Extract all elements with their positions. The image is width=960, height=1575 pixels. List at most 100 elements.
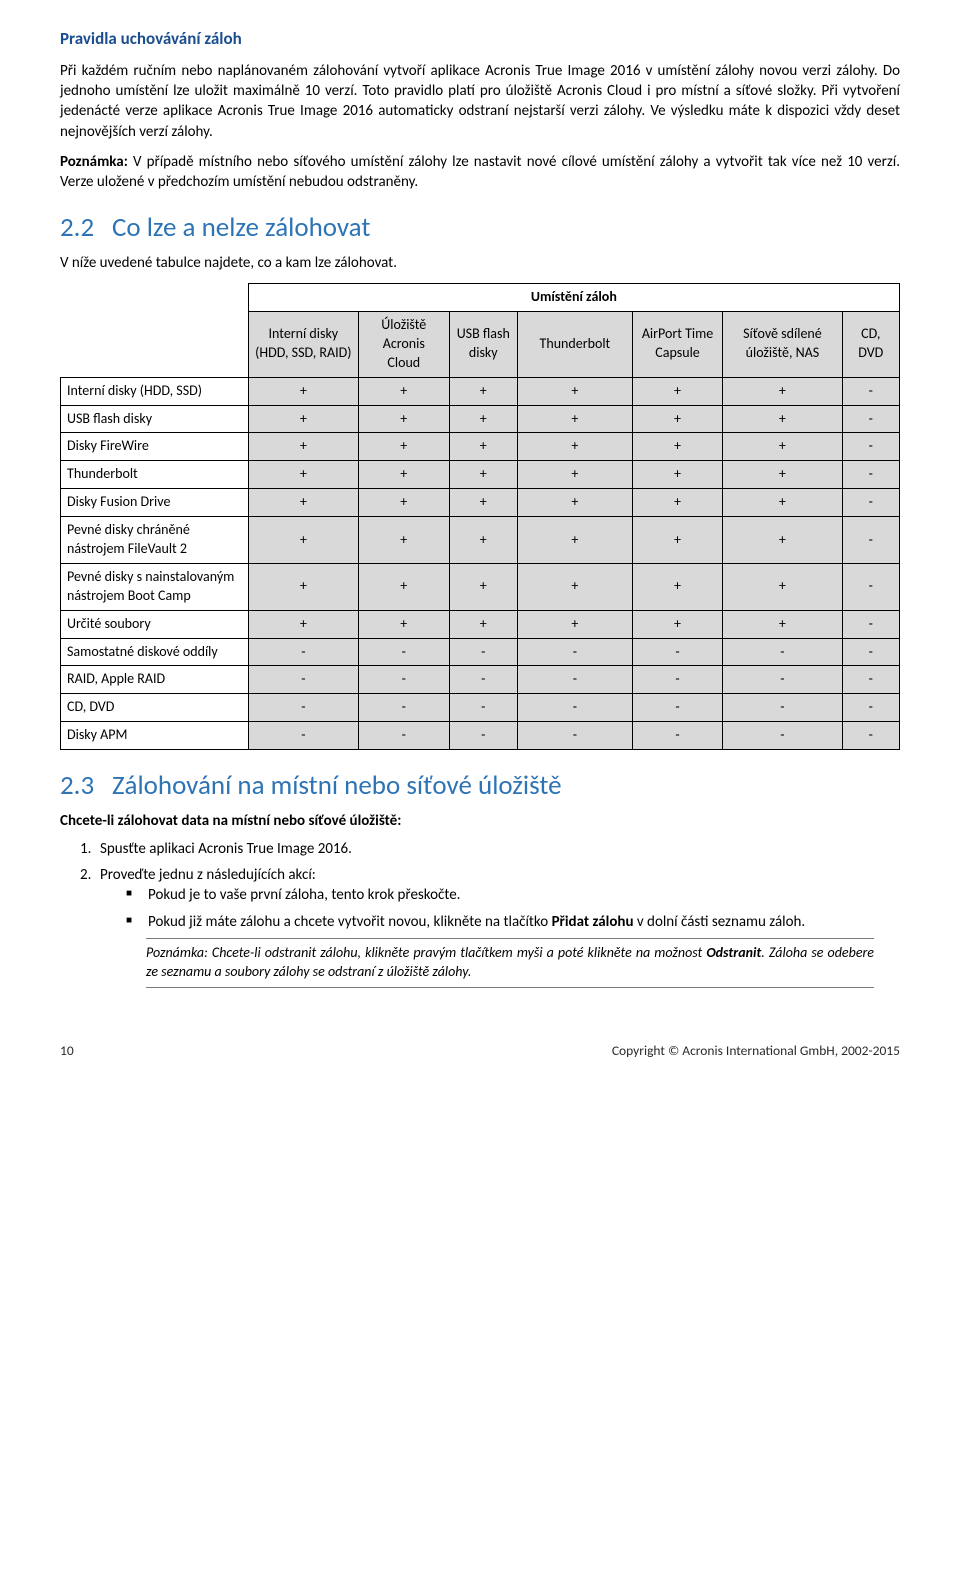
table-cell: +	[359, 489, 450, 517]
step-2-text: Proveďte jednu z následujících akcí:	[100, 866, 316, 884]
row-label: Pevné disky s nainstalovaným nástrojem B…	[61, 563, 249, 610]
table-cell: +	[359, 610, 450, 638]
table-cell: +	[723, 610, 842, 638]
backup-matrix-table: Umístění záloh Interní disky (HDD, SSD, …	[60, 283, 900, 750]
table-cell: +	[449, 489, 517, 517]
step-1-marker: 1.	[80, 839, 91, 859]
row-label: Disky APM	[61, 722, 249, 750]
table-cell: +	[723, 517, 842, 564]
col-header: CD, DVD	[842, 312, 899, 378]
table-cell: +	[449, 405, 517, 433]
table-row: Interní disky (HDD, SSD)++++++-	[61, 377, 900, 405]
bullet-1: Pokud je to vaše první záloha, tento kro…	[126, 885, 900, 905]
row-label: Thunderbolt	[61, 461, 249, 489]
delete-note-a: Poznámka: Chcete-li odstranit zálohu, kl…	[146, 944, 706, 961]
table-row: Disky APM-------	[61, 722, 900, 750]
table-cell: -	[632, 694, 723, 722]
table-cell: -	[517, 694, 632, 722]
table-cell: +	[723, 461, 842, 489]
col-header: Thunderbolt	[517, 312, 632, 378]
col-header: Interní disky (HDD, SSD, RAID)	[248, 312, 358, 378]
table-row: Disky Fusion Drive++++++-	[61, 489, 900, 517]
table-cell: -	[449, 666, 517, 694]
table-row: Samostatné diskové oddíly-------	[61, 638, 900, 666]
table-row: CD, DVD-------	[61, 694, 900, 722]
table-row: RAID, Apple RAID-------	[61, 666, 900, 694]
rules-note-label: Poznámka:	[60, 153, 128, 171]
table-cell: -	[359, 638, 450, 666]
table-cell: -	[842, 563, 899, 610]
table-cell: -	[842, 610, 899, 638]
table-cell: +	[359, 517, 450, 564]
row-label: Pevné disky chráněné nástrojem FileVault…	[61, 517, 249, 564]
table-cell: +	[359, 461, 450, 489]
table-cell: +	[248, 517, 358, 564]
table-row: Pevné disky chráněné nástrojem FileVault…	[61, 517, 900, 564]
table-cell: -	[632, 666, 723, 694]
section-2-2-num: 2.2	[60, 210, 112, 246]
step-1-text: Spusťte aplikaci Acronis True Image 2016…	[100, 840, 352, 858]
table-cell: +	[248, 610, 358, 638]
table-cell: -	[449, 638, 517, 666]
table-cell: +	[723, 489, 842, 517]
table-cell: -	[632, 722, 723, 750]
table-cell: +	[449, 517, 517, 564]
section-2-3-heading: 2.3Zálohování na místní nebo síťové úlož…	[60, 768, 900, 804]
table-cell: +	[517, 461, 632, 489]
steps-list: 1. Spusťte aplikaci Acronis True Image 2…	[60, 839, 900, 988]
table-cell: -	[723, 722, 842, 750]
table-cell: +	[723, 377, 842, 405]
table-cell: +	[517, 563, 632, 610]
table-cell: -	[723, 694, 842, 722]
table-cell: -	[517, 666, 632, 694]
table-cell: +	[449, 433, 517, 461]
table-cell: -	[842, 638, 899, 666]
section-2-3-lead: Chcete-li zálohovat data na místní nebo …	[60, 811, 900, 831]
table-cell: -	[723, 666, 842, 694]
table-cell: -	[359, 666, 450, 694]
table-cell: -	[842, 694, 899, 722]
table-cell: +	[449, 377, 517, 405]
bullet-2: Pokud již máte zálohu a chcete vytvořit …	[126, 912, 900, 932]
table-cell: -	[632, 638, 723, 666]
table-cell: -	[842, 666, 899, 694]
table-cell: +	[248, 563, 358, 610]
table-cell: -	[842, 722, 899, 750]
section-2-3-title: Zálohování na místní nebo síťové úložišt…	[112, 769, 562, 802]
table-cell: -	[842, 517, 899, 564]
col-header: Síťově sdílené úložiště, NAS	[723, 312, 842, 378]
section-2-2-title: Co lze a nelze zálohovat	[112, 211, 370, 244]
row-label: Samostatné diskové oddíly	[61, 638, 249, 666]
table-cell: +	[359, 405, 450, 433]
row-label: RAID, Apple RAID	[61, 666, 249, 694]
col-header: AirPort Time Capsule	[632, 312, 723, 378]
table-cell: +	[359, 563, 450, 610]
table-cell: -	[842, 433, 899, 461]
table-cell: -	[723, 638, 842, 666]
row-label: Disky Fusion Drive	[61, 489, 249, 517]
page-footer: 10 Copyright © Acronis International Gmb…	[60, 1042, 900, 1060]
rules-note: Poznámka: V případě místního nebo síťové…	[60, 152, 900, 193]
table-cell: -	[359, 694, 450, 722]
section-2-2-lead: V níže uvedené tabulce najdete, co a kam…	[60, 253, 900, 273]
table-row: Disky FireWire++++++-	[61, 433, 900, 461]
col-header: Úložiště Acronis Cloud	[359, 312, 450, 378]
rules-heading: Pravidla uchovávání záloh	[60, 28, 900, 51]
table-cell: +	[517, 517, 632, 564]
table-cell: +	[632, 489, 723, 517]
delete-note-bold: Odstranit	[706, 944, 761, 961]
table-cell: +	[632, 377, 723, 405]
table-body: Interní disky (HDD, SSD)++++++-USB flash…	[61, 377, 900, 749]
table-row: Thunderbolt++++++-	[61, 461, 900, 489]
table-cell: +	[723, 563, 842, 610]
table-cell: +	[517, 610, 632, 638]
table-cell: -	[248, 722, 358, 750]
table-corner-cell	[61, 284, 249, 312]
table-cell: +	[517, 405, 632, 433]
table-cell: +	[449, 461, 517, 489]
table-cell: -	[248, 666, 358, 694]
page-number: 10	[60, 1042, 74, 1060]
table-row: USB flash disky++++++-	[61, 405, 900, 433]
row-label: USB flash disky	[61, 405, 249, 433]
table-cell: +	[359, 377, 450, 405]
